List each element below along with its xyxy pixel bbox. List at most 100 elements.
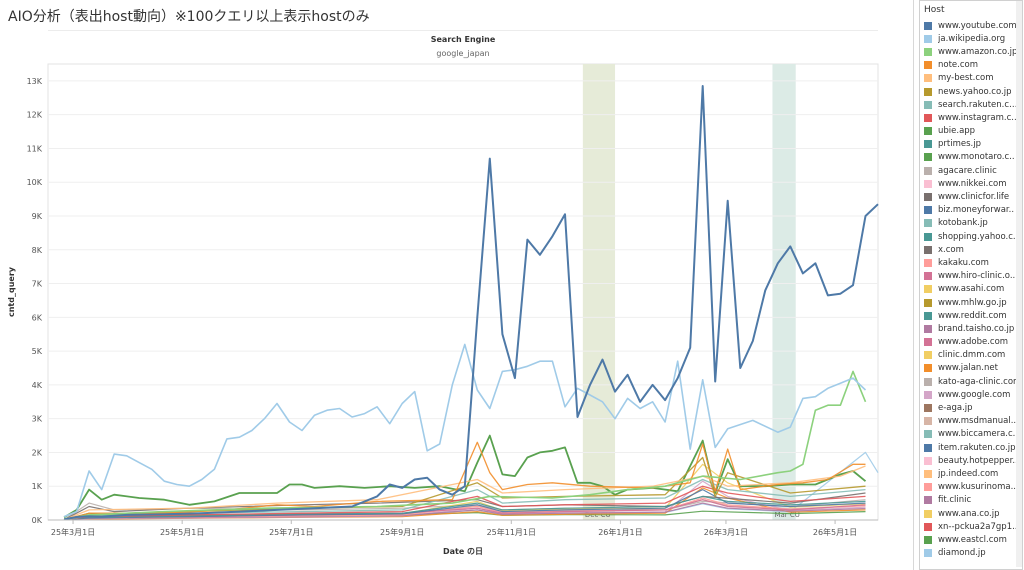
legend-item[interactable]: www.adobe.com <box>920 336 1022 349</box>
x-tick-label: 26年1月1日 <box>598 527 642 537</box>
legend-item[interactable]: jp.indeed.com <box>920 467 1022 480</box>
legend-item[interactable]: xn--pckua2a7gp1.. <box>920 520 1022 533</box>
legend-item[interactable]: www.youtube.com <box>920 19 1022 32</box>
legend-swatch <box>924 496 932 505</box>
y-tick-label: 10K <box>27 178 43 187</box>
legend-item[interactable]: my-best.com <box>920 72 1022 85</box>
legend-label: e-aga.jp <box>938 403 973 414</box>
y-tick-label: 11K <box>27 144 43 153</box>
legend-item[interactable]: www.ana.co.jp <box>920 507 1022 520</box>
legend-item[interactable]: ja.wikipedia.org <box>920 32 1022 45</box>
legend-label: kakaku.com <box>938 257 989 268</box>
legend-item[interactable]: news.yahoo.co.jp <box>920 85 1022 98</box>
legend-label: prtimes.jp <box>938 139 981 150</box>
legend-item[interactable]: www.clinicfor.life <box>920 190 1022 203</box>
legend-item[interactable]: item.rakuten.co.jp <box>920 441 1022 454</box>
y-tick-label: 2K <box>32 448 43 457</box>
legend-item[interactable]: www.mhlw.go.jp <box>920 296 1022 309</box>
legend-scrollbar[interactable] <box>1016 1 1022 567</box>
legend-item[interactable]: www.nikkei.com <box>920 177 1022 190</box>
legend-swatch <box>924 61 932 70</box>
series-line <box>64 489 866 521</box>
legend-item[interactable]: www.hiro-clinic.o.. <box>920 270 1022 283</box>
series-line <box>63 343 867 518</box>
legend-item[interactable]: www.google.com <box>920 388 1022 401</box>
legend-swatch <box>924 364 932 373</box>
y-tick-label: 4K <box>32 381 43 390</box>
x-tick-label: 25年11月1日 <box>487 527 536 537</box>
legend-list: www.youtube.com ja.wikipedia.org www.amazo… <box>920 19 1022 560</box>
legend-item[interactable]: www.asahi.com <box>920 283 1022 296</box>
legend-label: www.instagram.c.. <box>938 112 1017 123</box>
x-tick-label: 25年7月1日 <box>269 527 313 537</box>
x-tick-label: 26年3月1日 <box>704 527 748 537</box>
legend-label: beauty.hotpepper.. <box>938 455 1018 466</box>
header-label: Search Engine <box>431 35 496 44</box>
legend-item[interactable]: www.kusurinoma.. <box>920 481 1022 494</box>
x-tick-label: 25年5月1日 <box>160 527 204 537</box>
legend-swatch <box>924 258 932 267</box>
legend-label: biz.moneyforwar.. <box>938 205 1015 216</box>
legend-item[interactable]: clinic.dmm.com <box>920 349 1022 362</box>
legend-item[interactable]: search.rakuten.co.jp <box>920 98 1022 111</box>
legend-item[interactable]: note.com <box>920 59 1022 72</box>
legend-label: kotobank.jp <box>938 218 988 229</box>
x-tick-label: 25年3月1日 <box>51 527 95 537</box>
legend-item[interactable]: ubie.app <box>920 125 1022 138</box>
legend-item[interactable]: fit.clinic <box>920 494 1022 507</box>
legend-swatch <box>924 443 932 452</box>
legend-item[interactable]: diamond.jp <box>920 547 1022 560</box>
legend-item[interactable]: www.reddit.com <box>920 309 1022 322</box>
legend-item[interactable]: www.instagram.c.. <box>920 111 1022 124</box>
legend-label: www.kusurinoma.. <box>938 482 1016 493</box>
legend-item[interactable]: kotobank.jp <box>920 217 1022 230</box>
y-tick-label: 12K <box>27 111 43 120</box>
legend-label: ja.wikipedia.org <box>938 33 1006 44</box>
legend-swatch <box>924 193 932 202</box>
legend-item[interactable]: www.amazon.co.jp <box>920 45 1022 58</box>
y-axis-title: cntd_query <box>7 266 16 317</box>
host-legend[interactable]: Host www.youtube.com ja.wikipedia.org www.… <box>919 0 1023 570</box>
legend-swatch <box>924 272 932 281</box>
legend-item[interactable]: x.com <box>920 243 1022 256</box>
legend-label: www.hiro-clinic.o.. <box>938 271 1016 282</box>
legend-label: item.rakuten.co.jp <box>938 442 1016 453</box>
legend-item[interactable]: www.eastcl.com <box>920 533 1022 546</box>
legend-label: jp.indeed.com <box>938 468 999 479</box>
legend-label: www.google.com <box>938 389 1011 400</box>
cu-band-label: Mar CU <box>774 511 799 519</box>
legend-item[interactable]: www.msdmanual.. <box>920 415 1022 428</box>
legend-swatch <box>924 417 932 426</box>
legend-label: diamond.jp <box>938 548 986 559</box>
legend-item[interactable]: prtimes.jp <box>920 138 1022 151</box>
legend-item[interactable]: kakaku.com <box>920 256 1022 269</box>
legend-item[interactable]: shopping.yahoo.c.. <box>920 230 1022 243</box>
legend-swatch <box>924 404 932 413</box>
series-line <box>63 85 879 521</box>
y-tick-label: 3K <box>32 415 43 424</box>
y-tick-label: 0K <box>32 516 43 525</box>
x-axis-title: Date の日 <box>443 547 483 556</box>
legend-item[interactable]: brand.taisho.co.jp <box>920 322 1022 335</box>
legend-item[interactable]: biz.moneyforwar.. <box>920 204 1022 217</box>
legend-label: www.youtube.com <box>938 20 1017 31</box>
legend-swatch <box>924 232 932 241</box>
legend-item[interactable]: www.biccamera.c.. <box>920 428 1022 441</box>
legend-item[interactable]: www.monotaro.c.. <box>920 151 1022 164</box>
legend-item[interactable]: e-aga.jp <box>920 401 1022 414</box>
x-tick-label: 25年9月1日 <box>380 527 424 537</box>
legend-swatch <box>924 140 932 149</box>
y-tick-label: 1K <box>32 482 43 491</box>
legend-item[interactable]: kato-aga-clinic.com <box>920 375 1022 388</box>
legend-item[interactable]: agacare.clinic <box>920 164 1022 177</box>
series-line <box>63 441 866 521</box>
legend-label: www.eastcl.com <box>938 534 1007 545</box>
legend-label: agacare.clinic <box>938 165 997 176</box>
legend-item[interactable]: beauty.hotpepper.. <box>920 454 1022 467</box>
legend-swatch <box>924 338 932 347</box>
legend-swatch <box>924 206 932 215</box>
legend-item[interactable]: www.jalan.net <box>920 362 1022 375</box>
legend-swatch <box>924 179 932 188</box>
legend-label: www.msdmanual.. <box>938 416 1017 427</box>
